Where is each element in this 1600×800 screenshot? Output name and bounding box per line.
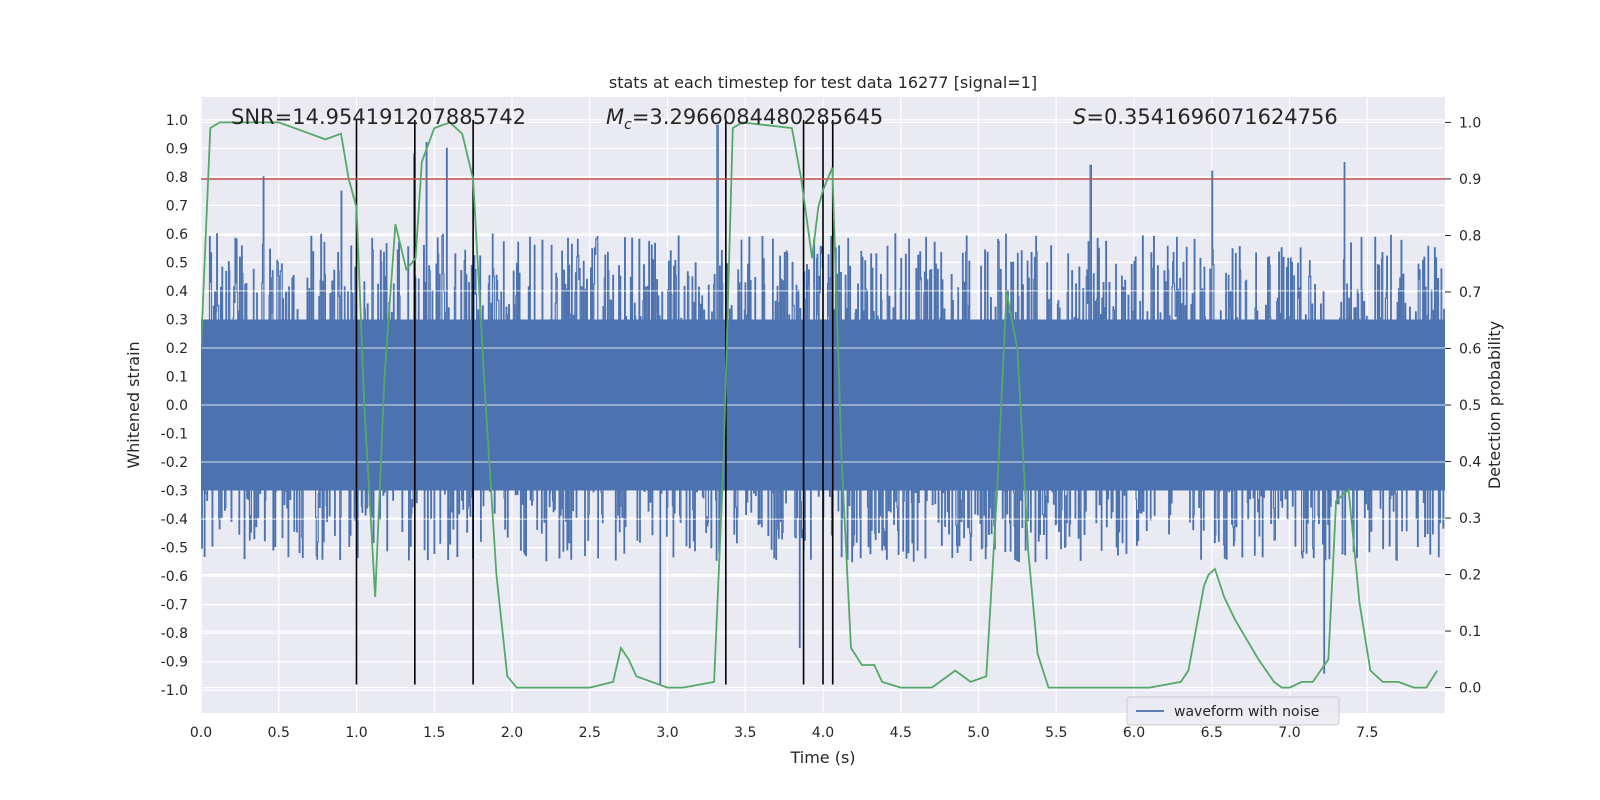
legend-box — [1126, 696, 1340, 726]
y-right-ticks: 1.0 0.9 0.8 0.7 0.6 0.5 0.4 0.3 0.2 0.1 0.0 — [1445, 115, 1481, 697]
y-tick-label: 0.4 — [166, 284, 188, 300]
s-value: =0.3541696071624756 — [1086, 105, 1337, 129]
y-tick-label: -0.1 — [161, 427, 188, 443]
legend-entry: waveform with noise — [1174, 704, 1319, 720]
x-tick-label: 4.5 — [890, 725, 912, 741]
x-tick-label: 1.0 — [345, 725, 367, 741]
y-tick-label: 0.6 — [166, 227, 188, 243]
x-tick-label: 6.0 — [1123, 725, 1145, 741]
s-annotation: S=0.3541696071624756 — [1073, 105, 1338, 129]
y-tick-label: 0.7 — [166, 198, 188, 214]
x-tick-label: 4.0 — [812, 725, 834, 741]
x-tick-label: 3.0 — [656, 725, 678, 741]
y-right-tick-label: 0.8 — [1459, 228, 1481, 244]
y-right-tick-label: 1.0 — [1459, 115, 1481, 131]
y-tick-label: 0.3 — [166, 312, 188, 328]
y-tick-label: -0.8 — [161, 626, 188, 642]
y-tick-label: -0.3 — [161, 484, 188, 500]
x-tick-label: 1.5 — [423, 725, 445, 741]
chart-title: stats at each timestep for test data 162… — [609, 73, 1037, 92]
y-right-tick-label: 0.6 — [1459, 341, 1481, 357]
y-tick-label: 0.0 — [166, 398, 188, 414]
y-tick-label: -0.7 — [161, 598, 188, 614]
y-tick-label: 0.2 — [166, 341, 188, 357]
snr-annotation: SNR=14.954191207885742 — [231, 105, 526, 129]
s-symbol: S — [1073, 105, 1086, 129]
y-tick-label: -0.5 — [161, 541, 188, 557]
y-ticks: 1.0 0.9 0.8 0.7 0.6 0.5 0.4 0.3 0.2 0.1 0.0 -0.1 -0.… — [161, 113, 188, 699]
y-tick-label: -0.6 — [161, 569, 188, 585]
x-tick-label: 0.5 — [268, 725, 290, 741]
y-right-tick-label: 0.0 — [1459, 681, 1481, 697]
y-tick-label: 0.5 — [166, 255, 188, 271]
legend: waveform with noise — [1126, 696, 1340, 726]
y-tick-label: 0.1 — [166, 369, 188, 385]
y-tick-label: -0.4 — [161, 512, 188, 528]
x-axis-label: Time (s) — [789, 748, 855, 767]
y-right-tick-label: 0.1 — [1459, 624, 1481, 640]
x-tick-label: 5.5 — [1045, 725, 1067, 741]
x-tick-label: 5.0 — [967, 725, 989, 741]
y-tick-label: -0.9 — [161, 655, 188, 671]
x-tick-label: 2.0 — [501, 725, 523, 741]
y-tick-label: 0.8 — [166, 170, 188, 186]
y-tick-label: 0.9 — [166, 141, 188, 157]
y-right-tick-label: 0.4 — [1459, 455, 1481, 471]
chirp-mass-value: =3.2966084480285645 — [632, 105, 883, 129]
x-tick-label: 7.0 — [1278, 725, 1300, 741]
chirp-mass-symbol: M — [606, 105, 624, 129]
chirp-mass-annotation: Mc=3.2966084480285645 — [606, 105, 883, 133]
x-ticks: 0.0 0.5 1.0 1.5 2.0 2.5 3.0 3.5 4.0 4.5 5.0 5.5 6.0 6… — [190, 725, 1379, 741]
y-right-tick-label: 0.5 — [1459, 398, 1481, 414]
x-tick-label: 6.5 — [1201, 725, 1223, 741]
y-right-axis-label: Detection probability — [1485, 321, 1504, 489]
y-right-tick-label: 0.9 — [1459, 172, 1481, 188]
x-tick-label: 2.5 — [579, 725, 601, 741]
detection-probability-line — [201, 121, 1438, 689]
x-tick-label: 7.5 — [1356, 725, 1378, 741]
chirp-mass-subscript: c — [624, 117, 632, 133]
y-tick-label: -1.0 — [161, 683, 188, 699]
x-tick-label: 0.0 — [190, 725, 212, 741]
y-tick-label: 1.0 — [166, 113, 188, 129]
y-right-tick-label: 0.3 — [1459, 511, 1481, 527]
x-tick-label: 3.5 — [734, 725, 756, 741]
y-axis-label: Whitened strain — [124, 341, 143, 468]
y-tick-label: -0.2 — [161, 455, 188, 471]
y-right-tick-label: 0.7 — [1459, 285, 1481, 301]
y-right-tick-label: 0.2 — [1459, 568, 1481, 584]
